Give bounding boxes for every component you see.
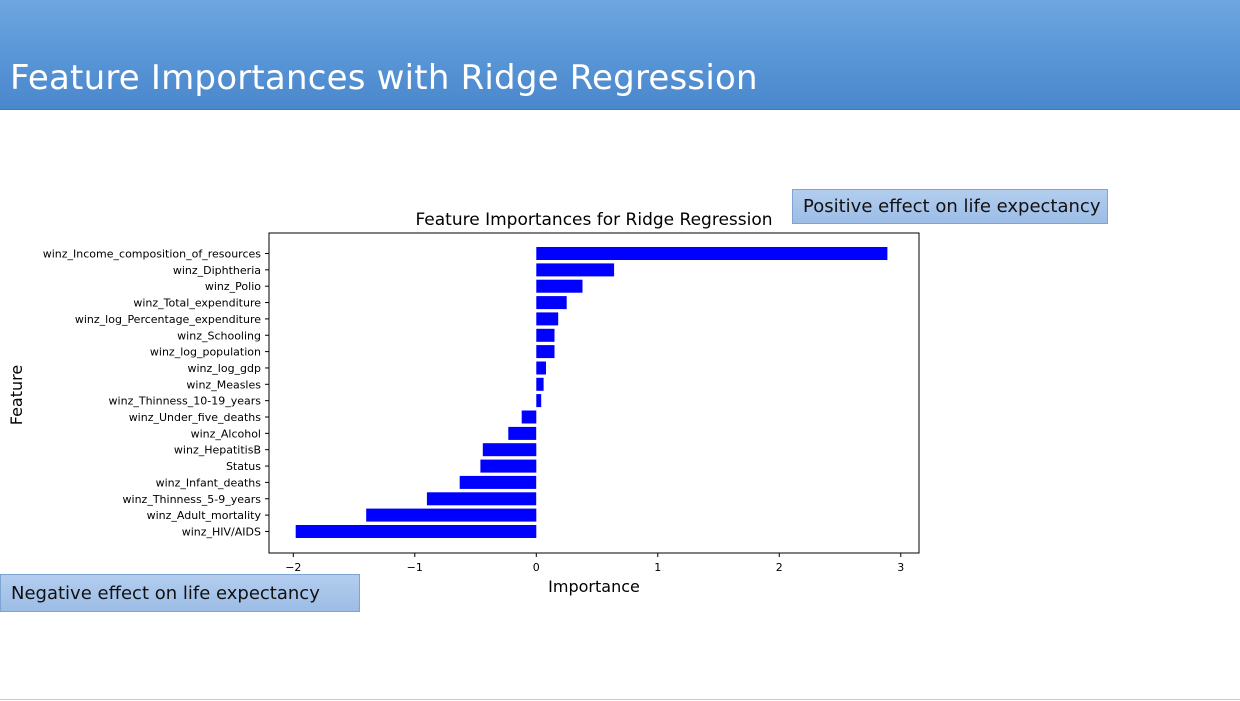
bar-3: [536, 296, 567, 310]
negative-effect-callout: Negative effect on life expectancy: [0, 574, 360, 612]
chart-title: Feature Importances for Ridge Regression: [415, 210, 772, 230]
bar-14: [459, 475, 537, 489]
x-tick-label: 3: [897, 561, 904, 574]
y-axis-label: Feature: [7, 365, 26, 425]
x-tick-label: −1: [407, 561, 423, 574]
y-tick-label: winz_Alcohol: [191, 427, 261, 440]
bar-8: [536, 377, 544, 391]
y-tick-label: winz_Schooling: [177, 329, 261, 342]
bar-11: [508, 426, 537, 440]
y-tick-labels: winz_Income_composition_of_resourceswinz…: [43, 248, 269, 538]
y-tick-label: winz_Diphtheria: [173, 264, 261, 277]
y-tick-label: winz_HepatitisB: [174, 444, 261, 457]
bars-group: [295, 247, 888, 538]
y-tick-label: winz_Income_composition_of_resources: [43, 248, 262, 261]
x-tick-label: −2: [285, 561, 301, 574]
y-tick-label: winz_Infant_deaths: [156, 476, 262, 489]
y-tick-label: winz_log_Percentage_expenditure: [75, 313, 261, 326]
x-tick-label: 2: [776, 561, 783, 574]
bar-0: [536, 247, 888, 260]
bar-17: [295, 525, 537, 538]
bar-13: [480, 459, 537, 473]
x-tick-labels: −2 −1 0 1 2 3: [285, 553, 904, 574]
bar-9: [536, 394, 542, 408]
positive-effect-callout: Positive effect on life expectancy: [792, 189, 1108, 224]
bottom-divider: [0, 699, 1240, 700]
bar-4: [536, 312, 559, 326]
bar-10: [521, 410, 537, 424]
bar-1: [536, 263, 615, 277]
y-tick-label: winz_Thinness_5-9_years: [123, 493, 262, 506]
bar-12: [482, 443, 537, 457]
y-tick-label: winz_HIV/AIDS: [182, 525, 261, 538]
bar-16: [366, 508, 537, 522]
y-tick-label: winz_Measles: [186, 378, 261, 391]
plot-frame: [268, 232, 920, 554]
x-tick-label: 1: [654, 561, 661, 574]
bar-7: [536, 361, 546, 375]
y-tick-label: winz_Total_expenditure: [133, 297, 261, 310]
y-tick-label: winz_log_population: [150, 346, 261, 359]
bar-5: [536, 328, 555, 342]
y-tick-label: winz_Adult_mortality: [147, 509, 262, 522]
y-tick-label: winz_Under_five_deaths: [129, 411, 262, 424]
y-tick-label: winz_Thinness_10-19_years: [109, 395, 262, 408]
y-tick-label: winz_log_gdp: [187, 362, 261, 375]
slide-title: Feature Importances with Ridge Regressio…: [10, 58, 758, 98]
y-tick-label: winz_Polio: [205, 280, 261, 293]
y-tick-label: Status: [226, 460, 261, 473]
title-bar: Feature Importances with Ridge Regressio…: [0, 0, 1240, 110]
x-tick-label: 0: [533, 561, 540, 574]
bar-2: [536, 279, 583, 293]
bar-6: [536, 345, 555, 359]
x-axis-label: Importance: [548, 577, 640, 596]
bar-15: [426, 492, 537, 506]
